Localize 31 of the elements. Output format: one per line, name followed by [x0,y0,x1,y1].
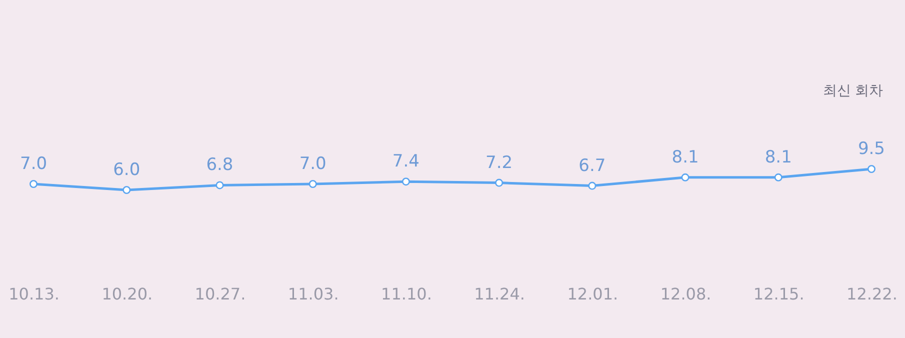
x-tick-label: 12.01. [567,284,618,304]
point [216,181,224,190]
point [588,182,596,190]
data-label: 8.1 [764,147,792,168]
x-tick-label: 12.15. [753,284,804,304]
data-label: 9.5 [858,139,886,159]
data-label: 7.0 [20,154,48,174]
point [122,186,131,194]
data-label: 7.2 [486,152,513,173]
x-tick-label: 11.10. [381,284,432,304]
x-tick-label: 12.22. [846,284,898,304]
text: 최신 회차 [822,83,884,99]
point [402,178,410,186]
x-tick-label: 10.20. [102,284,153,304]
data-label: 8.1 [672,147,699,168]
data-label: 6.7 [578,156,606,176]
data-label: 6.8 [206,155,234,176]
point [681,173,690,182]
point [308,180,317,188]
data-label: 7.4 [392,152,420,172]
point [867,165,876,173]
point [30,180,38,188]
x-tick-label: 10.13. [8,284,60,304]
point [774,173,782,182]
point [495,178,504,187]
data-label: 7.0 [299,154,326,174]
x-tick-label: 11.03. [288,284,339,304]
x-tick-label: 10.27. [194,284,246,304]
x-tick-label: 11.24. [474,284,525,304]
x-tick-label: 12.08. [660,284,712,304]
data-label: 6.0 [113,160,140,180]
